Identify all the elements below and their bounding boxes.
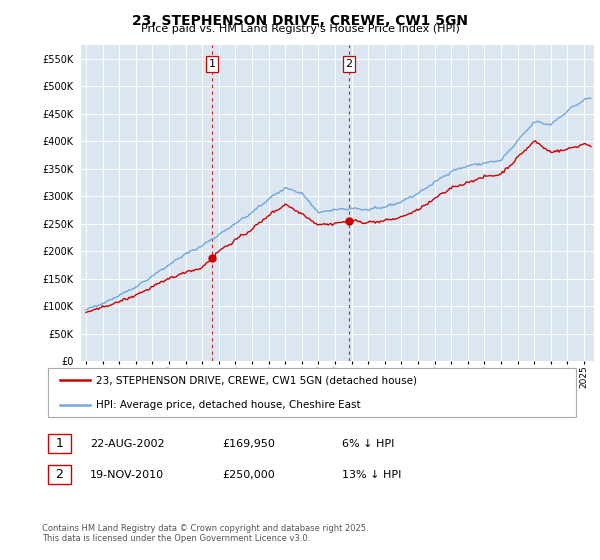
Text: 13% ↓ HPI: 13% ↓ HPI: [342, 470, 401, 480]
Text: 1: 1: [208, 59, 215, 69]
Text: Contains HM Land Registry data © Crown copyright and database right 2025.
This d: Contains HM Land Registry data © Crown c…: [42, 524, 368, 543]
Text: £169,950: £169,950: [222, 438, 275, 449]
Text: Price paid vs. HM Land Registry's House Price Index (HPI): Price paid vs. HM Land Registry's House …: [140, 24, 460, 34]
Text: 19-NOV-2010: 19-NOV-2010: [90, 470, 164, 480]
Text: HPI: Average price, detached house, Cheshire East: HPI: Average price, detached house, Ches…: [96, 400, 361, 410]
Text: 6% ↓ HPI: 6% ↓ HPI: [342, 438, 394, 449]
Text: 22-AUG-2002: 22-AUG-2002: [90, 438, 164, 449]
Text: 1: 1: [55, 437, 64, 450]
Text: 2: 2: [55, 468, 64, 482]
Text: 23, STEPHENSON DRIVE, CREWE, CW1 5GN: 23, STEPHENSON DRIVE, CREWE, CW1 5GN: [132, 14, 468, 28]
Text: 2: 2: [345, 59, 352, 69]
Text: 23, STEPHENSON DRIVE, CREWE, CW1 5GN (detached house): 23, STEPHENSON DRIVE, CREWE, CW1 5GN (de…: [96, 375, 417, 385]
Text: £250,000: £250,000: [222, 470, 275, 480]
